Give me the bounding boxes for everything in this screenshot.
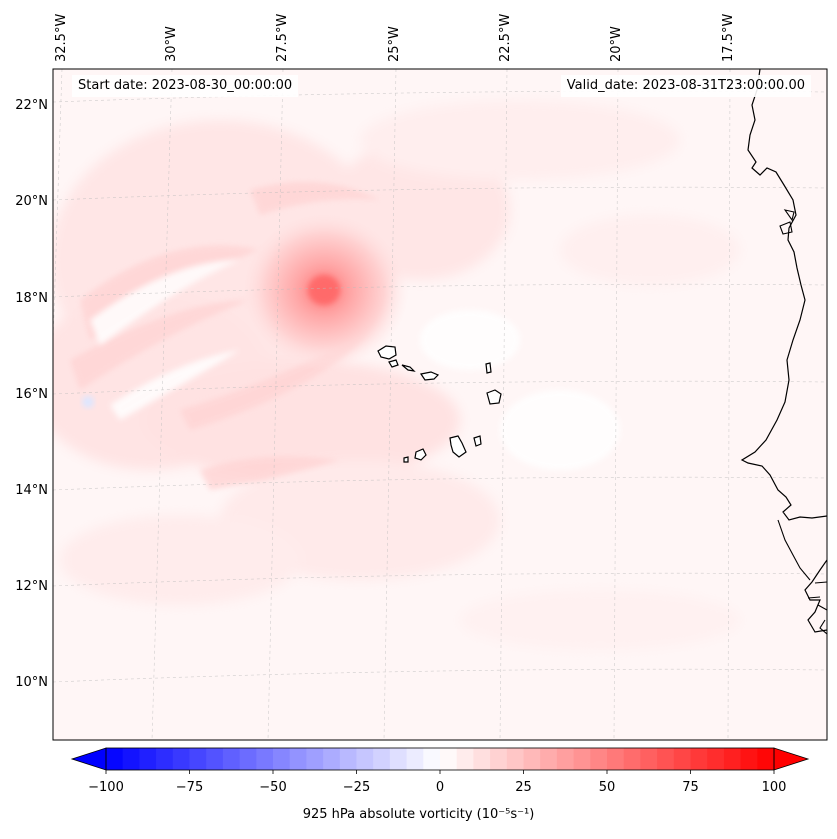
colorbar-segment <box>740 748 758 770</box>
colorbar-segment <box>356 748 374 770</box>
colorbar-segment <box>690 748 708 770</box>
colorbar-segment <box>540 748 558 770</box>
colorbar-segment <box>506 748 524 770</box>
colorbar-tick-label: 25 <box>515 780 532 795</box>
lat-label-22n: 22°N <box>15 98 48 113</box>
lon-label-32-5w: 32.5°W <box>54 13 69 62</box>
colorbar-segment <box>556 748 575 770</box>
island-brava <box>403 456 409 463</box>
island-santa-luzia <box>420 371 440 381</box>
cabo-verde-islands <box>377 345 502 463</box>
island-santo-antao <box>377 345 397 360</box>
colorbar-tick-label: 75 <box>682 780 699 795</box>
colorbar-segment <box>707 748 725 770</box>
island-maio <box>473 435 482 447</box>
colorbar-tick-label: −100 <box>88 780 124 795</box>
lat-label-20n: 20°N <box>15 194 48 209</box>
coastline-guinea <box>804 559 827 633</box>
map-frame <box>52 68 828 741</box>
coastline-africa <box>740 69 827 521</box>
colorbar-segment <box>406 748 424 770</box>
vorticity-field <box>53 100 740 650</box>
colorbar-segment <box>523 748 541 770</box>
colorbar-segment <box>757 748 775 770</box>
colorbar-segment <box>222 748 241 770</box>
colorbar-tick-label: 100 <box>761 780 787 795</box>
lon-label-17-5w: 17.5°W <box>721 13 736 62</box>
colorbar-extend-min <box>70 747 107 771</box>
lon-label-22-5w: 22.5°W <box>498 13 513 62</box>
colorbar-segment <box>640 748 658 770</box>
island-fogo <box>414 448 427 461</box>
colorbar-segment <box>273 748 291 770</box>
island-santiago <box>449 435 467 458</box>
colorbar-tick-label: 0 <box>435 780 445 795</box>
lat-label-10n: 10°N <box>15 675 48 690</box>
colorbar-label: 925 hPa absolute vorticity (10⁻⁵s⁻¹) <box>302 807 535 822</box>
lat-label-16n: 16°N <box>15 387 48 402</box>
colorbar-segment <box>607 748 625 770</box>
colorbar-extend-max <box>773 747 810 771</box>
colorbar-segment <box>306 748 324 770</box>
colorbar-segment <box>490 748 508 770</box>
colorbar-segment <box>289 748 307 770</box>
island-sao-vicente <box>388 359 399 368</box>
start-date-label: Start date: 2023-08-30_00:00:00 <box>72 75 299 97</box>
colorbar <box>70 747 810 774</box>
colorbar-segment <box>339 748 357 770</box>
colorbar-segment <box>239 748 257 770</box>
colorbar-segment <box>723 748 742 770</box>
colorbar-segment <box>172 748 190 770</box>
island-sao-nicolau <box>401 364 416 372</box>
colorbar-segment <box>423 748 441 770</box>
colorbar-tick-label: −25 <box>342 780 371 795</box>
colorbar-tick-label: −75 <box>175 780 204 795</box>
colorbar-segment <box>389 748 408 770</box>
colorbar-segment <box>673 748 691 770</box>
lat-label-18n: 18°N <box>15 291 48 306</box>
colorbar-segment <box>156 748 174 770</box>
colorbar-segment <box>473 748 491 770</box>
colorbar-segment <box>139 748 157 770</box>
lat-label-14n: 14°N <box>15 483 48 498</box>
coastline-details <box>777 209 827 635</box>
colorbar-tick-label: −50 <box>259 780 287 795</box>
colorbar-segment <box>573 748 591 770</box>
colorbar-segment <box>373 748 391 770</box>
colorbar-segment <box>122 748 140 770</box>
colorbar-segment <box>440 748 458 770</box>
colorbar-tick-label: 50 <box>598 780 616 795</box>
colorbar-segment <box>256 748 274 770</box>
lon-label-30w: 30°W <box>164 26 179 62</box>
colorbar-segment <box>206 748 224 770</box>
colorbar-segment <box>623 748 641 770</box>
colorbar-tick-marks <box>105 770 775 774</box>
valid-date-label: Valid_date: 2023-08-31T23:00:00.00 <box>560 75 811 97</box>
lon-label-27-5w: 27.5°W <box>275 13 290 62</box>
colorbar-segments <box>106 748 775 770</box>
lat-label-12n: 12°N <box>15 579 48 594</box>
lon-label-20w: 20°W <box>609 26 624 62</box>
colorbar-segment <box>189 748 207 770</box>
island-sal <box>485 362 492 374</box>
colorbar-segment <box>657 748 675 770</box>
colorbar-segment <box>106 748 124 770</box>
graticule <box>53 69 827 740</box>
island-boa-vista <box>486 389 502 405</box>
lon-label-25w: 25°W <box>387 26 402 62</box>
colorbar-segment <box>590 748 608 770</box>
colorbar-segment <box>323 748 341 770</box>
colorbar-segment <box>456 748 474 770</box>
